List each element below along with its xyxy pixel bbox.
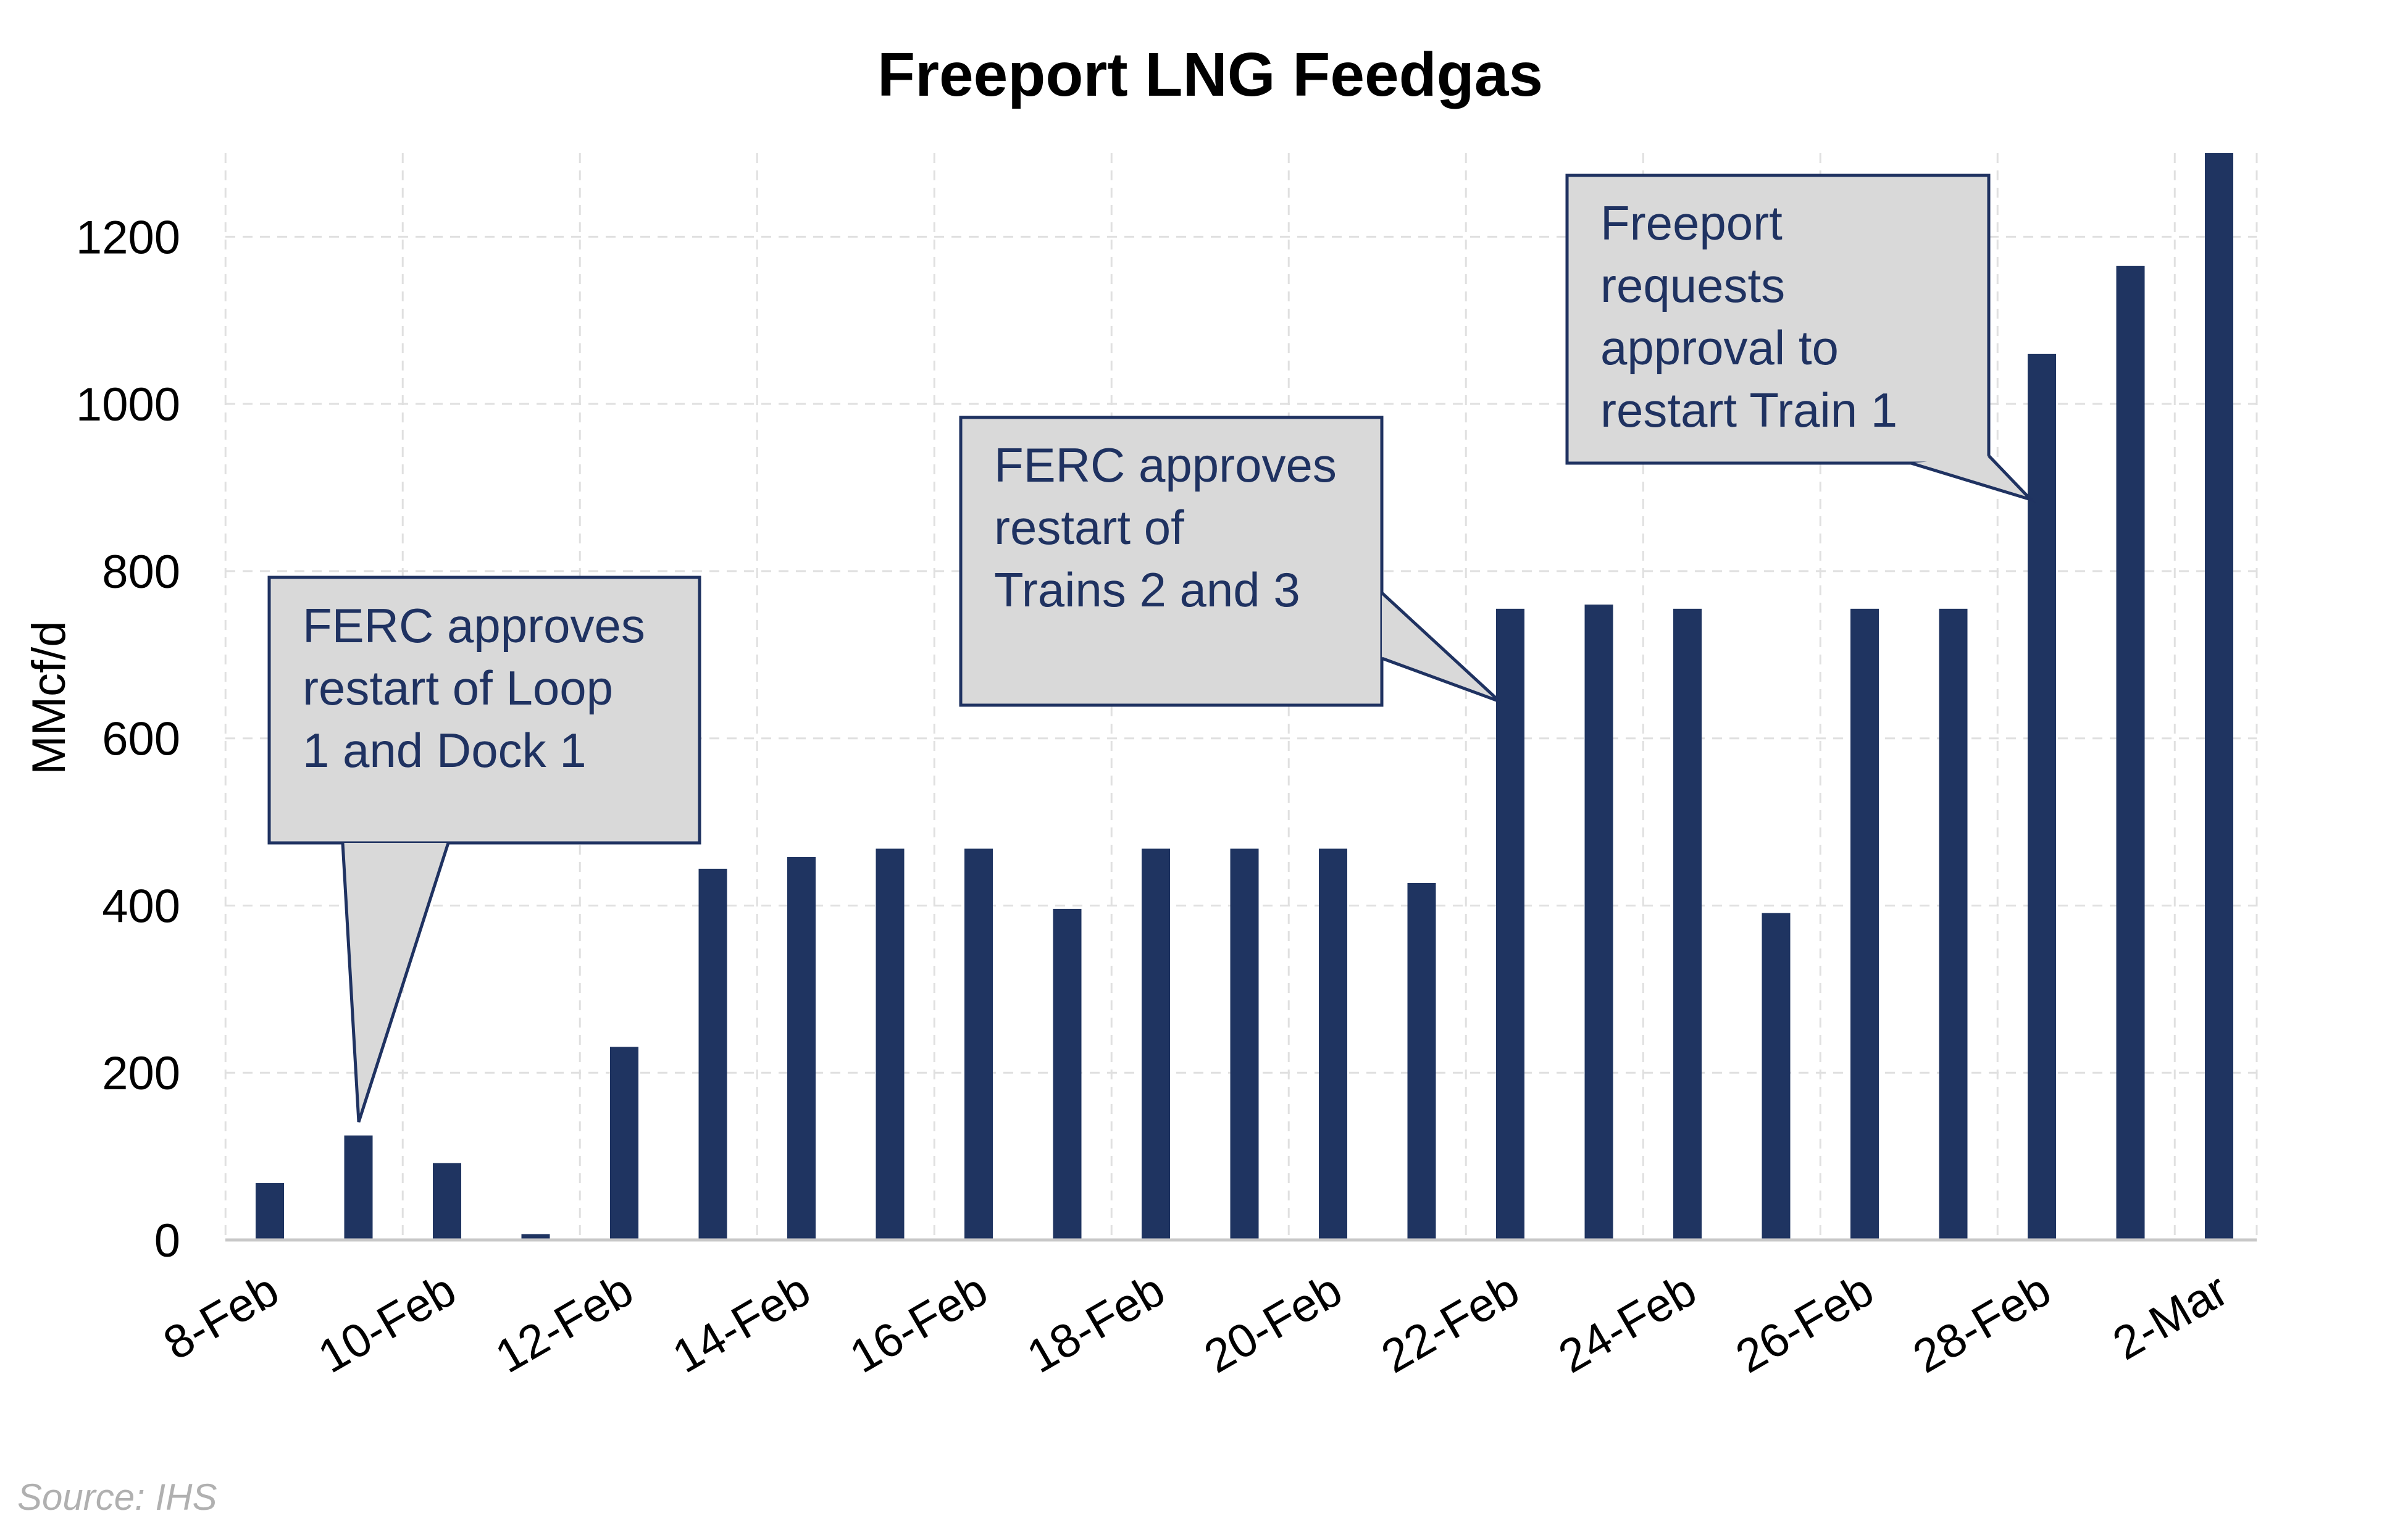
bar-26-Feb (1850, 608, 1879, 1240)
x-tick-label: 28-Feb (1904, 1263, 2059, 1383)
x-tick-label: 2-Mar (2104, 1263, 2236, 1370)
callout-text-line: restart of (994, 500, 1184, 555)
bar-24-Feb (1673, 608, 1702, 1240)
callout-text-line: 1 and Dock 1 (303, 723, 587, 777)
x-tick-label: 10-Feb (309, 1263, 464, 1383)
bar-23-Feb (1584, 605, 1613, 1240)
callout-22-Feb: FERC approves restart of Trains 2 and 3 (959, 416, 1501, 707)
x-tick-label: 12-Feb (487, 1263, 642, 1383)
callout-box (959, 416, 1384, 707)
callout-pointer-fill (343, 843, 448, 1122)
y-tick-label: 400 (102, 880, 180, 932)
bar-28-Feb (2028, 353, 2056, 1240)
callout-text-line: Trains 2 and 3 (994, 563, 1300, 617)
x-tick-label: 24-Feb (1550, 1263, 1705, 1383)
callout-text-line: restart of Loop (303, 661, 613, 715)
annotations: FERC approves restart of Loop 1 and Dock 1… (267, 174, 2036, 1123)
bar-13-Feb (698, 868, 727, 1240)
callout-28-Feb: Freeport requests approval to restart Train… (1565, 174, 2036, 503)
y-tick-label: 0 (154, 1215, 180, 1267)
y-tick-label: 1200 (76, 211, 180, 264)
bar-14-Feb (787, 856, 816, 1240)
bar-27-Feb (1939, 608, 1968, 1240)
bar-21-Feb (1407, 882, 1436, 1240)
callout-pointer-fill (1911, 456, 2031, 500)
callout-text-line: FERC approves (994, 438, 1337, 492)
chart-title: Freeport LNG Feedgas (877, 40, 1543, 109)
x-tick-label: 18-Feb (1018, 1263, 1173, 1383)
callout-text-line: approval to (1600, 320, 1839, 375)
bar-12-Feb (610, 1047, 638, 1240)
y-axis-label: MMcf/d (23, 621, 75, 774)
bar-15-Feb (876, 848, 905, 1240)
x-tick-label: 16-Feb (841, 1263, 996, 1383)
x-tick-label: 8-Feb (155, 1263, 287, 1370)
callout-pointer (341, 842, 450, 1123)
callout-text-line: FERC approves (303, 598, 645, 653)
callout-text-line: requests (1600, 258, 1785, 312)
bar-22-Feb (1496, 608, 1524, 1240)
callout-pointer (1381, 592, 1501, 703)
bar-9-Feb (344, 1135, 373, 1240)
y-tick-label: 800 (102, 546, 180, 598)
callout-pointer (1910, 454, 2036, 503)
callout-9-Feb: FERC approves restart of Loop 1 and Dock 1 (267, 576, 701, 1123)
bar-10-Feb (433, 1163, 461, 1240)
bar-19-Feb (1230, 848, 1259, 1240)
x-tick-label: 20-Feb (1195, 1263, 1350, 1383)
y-tick-label: 200 (102, 1047, 180, 1100)
callout-text-line: Freeport (1600, 196, 1783, 250)
x-tick-label: 26-Feb (1727, 1263, 1882, 1383)
callout-box (267, 576, 701, 845)
bar-1-Mar (2116, 266, 2145, 1240)
source-note: Source: IHS (17, 1476, 217, 1518)
bar-16-Feb (964, 848, 993, 1240)
bar-20-Feb (1319, 848, 1347, 1240)
x-tick-label: 14-Feb (664, 1263, 819, 1383)
bar-18-Feb (1142, 848, 1170, 1240)
bar-8-Feb (256, 1183, 284, 1240)
x-axis: 8-Feb 10-Feb 12-Feb 14-Feb 16-Feb 18-Feb 20-Fe… (155, 1263, 2236, 1383)
bars (256, 153, 2233, 1240)
callout-box (1565, 174, 1991, 465)
y-tick-label: 1000 (76, 379, 180, 431)
y-tick-label: 600 (102, 713, 180, 766)
x-tick-label: 22-Feb (1373, 1263, 1528, 1383)
y-axis: 0 200 400 600 800 1000 1200 (76, 211, 180, 1267)
bar-11-Feb (521, 1234, 550, 1240)
bar-2-Mar (2205, 153, 2233, 1240)
bar-25-Feb (1762, 913, 1791, 1240)
bar-17-Feb (1053, 908, 1082, 1240)
callout-text-line: restart Train 1 (1600, 383, 1897, 437)
